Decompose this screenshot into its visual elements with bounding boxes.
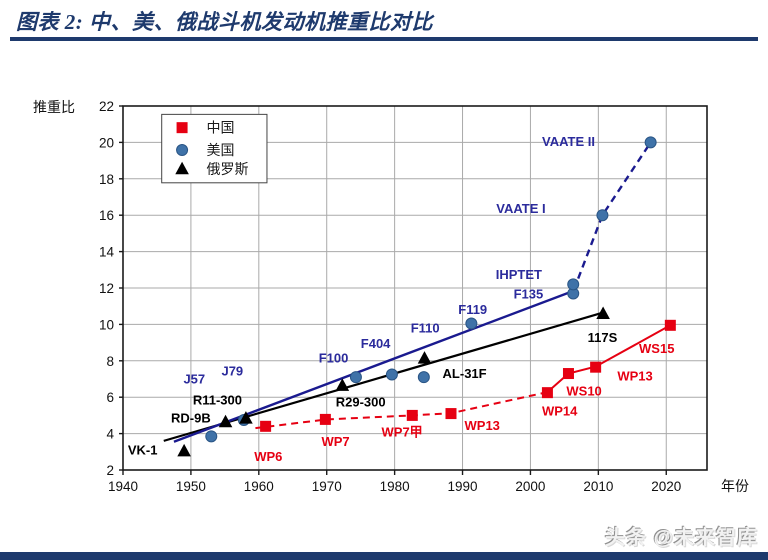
legend-marker-2	[175, 161, 189, 175]
point-F110	[417, 371, 430, 384]
point-WP7甲	[406, 409, 418, 421]
label-AL-31F: AL-31F	[443, 366, 487, 381]
bottom-bar	[0, 552, 768, 560]
label-117S: 117S	[588, 330, 618, 345]
label-RD-9B: RD-9B	[171, 411, 211, 426]
point-WP14	[541, 387, 553, 399]
y-tick-label-16: 16	[99, 208, 114, 223]
point-WP13	[590, 361, 602, 373]
label-J79: J79	[221, 363, 243, 378]
y-tick-label-4: 4	[106, 427, 114, 442]
label-R29-300: R29-300	[336, 394, 386, 409]
point-F404	[385, 368, 398, 381]
label-F110: F110	[411, 321, 440, 336]
label-F135: F135	[514, 287, 544, 302]
x-tick-label-1970: 1970	[312, 479, 342, 494]
label-WP13: WP13	[617, 368, 652, 383]
x-tick-label-1950: 1950	[176, 479, 206, 494]
trend-line-1	[546, 324, 671, 393]
point-VK-1	[177, 443, 191, 457]
label-F404: F404	[361, 336, 391, 351]
legend-label-2: 俄罗斯	[207, 161, 249, 177]
y-tick-label-12: 12	[99, 281, 114, 296]
label-WP13: WP13	[465, 418, 500, 433]
y-tick-label-22: 22	[99, 99, 114, 114]
label-WP6: WP6	[254, 449, 282, 464]
legend-label-0: 中国	[207, 120, 235, 136]
y-axis-title: 推重比	[33, 99, 75, 115]
trend-line-4	[572, 141, 652, 291]
point-F119	[465, 317, 478, 330]
x-tick-label-1980: 1980	[380, 479, 410, 494]
point-117S	[596, 306, 610, 319]
label-WP14: WP14	[542, 404, 578, 419]
point-J57	[205, 430, 218, 443]
label-F119: F119	[458, 302, 487, 317]
point-VAATE I	[596, 209, 609, 222]
x-tick-label-2010: 2010	[583, 479, 613, 494]
y-tick-label-2: 2	[106, 463, 114, 478]
y-tick-label-10: 10	[99, 317, 114, 332]
label-J57: J57	[183, 372, 205, 387]
y-tick-label-18: 18	[99, 172, 114, 187]
x-tick-label-1990: 1990	[448, 479, 478, 494]
y-tick-label-8: 8	[106, 354, 114, 369]
point-RD-9B	[218, 414, 233, 428]
point-F100	[349, 371, 362, 384]
point-WP7	[319, 413, 331, 425]
y-tick-label-20: 20	[99, 135, 114, 150]
x-axis-title: 年份	[721, 478, 749, 494]
label-R11-300: R11-300	[193, 392, 242, 407]
label-F100: F100	[319, 351, 349, 366]
point-WS10	[562, 368, 574, 380]
watermark: 头条 @未来智库	[604, 527, 758, 549]
thrust-to-weight-chart: WP6 WP7 WP7甲 WP13 WP14 WS10 WP13 WS15 J57 J79 F100…	[33, 99, 749, 494]
label-VAATE II: VAATE II	[542, 134, 595, 149]
y-tick-label-14: 14	[99, 245, 115, 260]
x-tick-label-2000: 2000	[515, 479, 545, 494]
figure-title: 图表 2: 中、美、俄战斗机发动机推重比对比	[16, 10, 433, 34]
label-IHPTET: IHPTET	[496, 267, 542, 282]
point-WP13	[445, 408, 457, 420]
point-R11-300	[239, 411, 253, 424]
label-WS10: WS10	[566, 383, 601, 398]
point-IHPTET	[567, 278, 580, 291]
legend-marker-1	[176, 144, 189, 157]
legend-label-1: 美国	[207, 142, 235, 158]
point-R29-300	[335, 378, 350, 391]
point-WS15	[664, 319, 676, 331]
label-WP7: WP7	[321, 434, 349, 449]
label-WS15: WS15	[639, 341, 674, 356]
point-VAATE II	[644, 136, 657, 149]
label-VK-1: VK-1	[128, 442, 158, 457]
trend-line-2	[163, 311, 604, 442]
point-WP6	[260, 420, 272, 432]
y-tick-label-6: 6	[106, 390, 114, 405]
label-VAATE I: VAATE I	[496, 201, 545, 216]
label-WP7甲: WP7甲	[382, 425, 423, 440]
x-tick-label-2020: 2020	[651, 479, 681, 494]
x-tick-label-1940: 1940	[108, 479, 138, 494]
x-tick-label-1960: 1960	[244, 479, 274, 494]
legend-marker-0	[176, 122, 188, 134]
point-AL-31F	[417, 351, 432, 364]
title-underline	[10, 37, 758, 41]
